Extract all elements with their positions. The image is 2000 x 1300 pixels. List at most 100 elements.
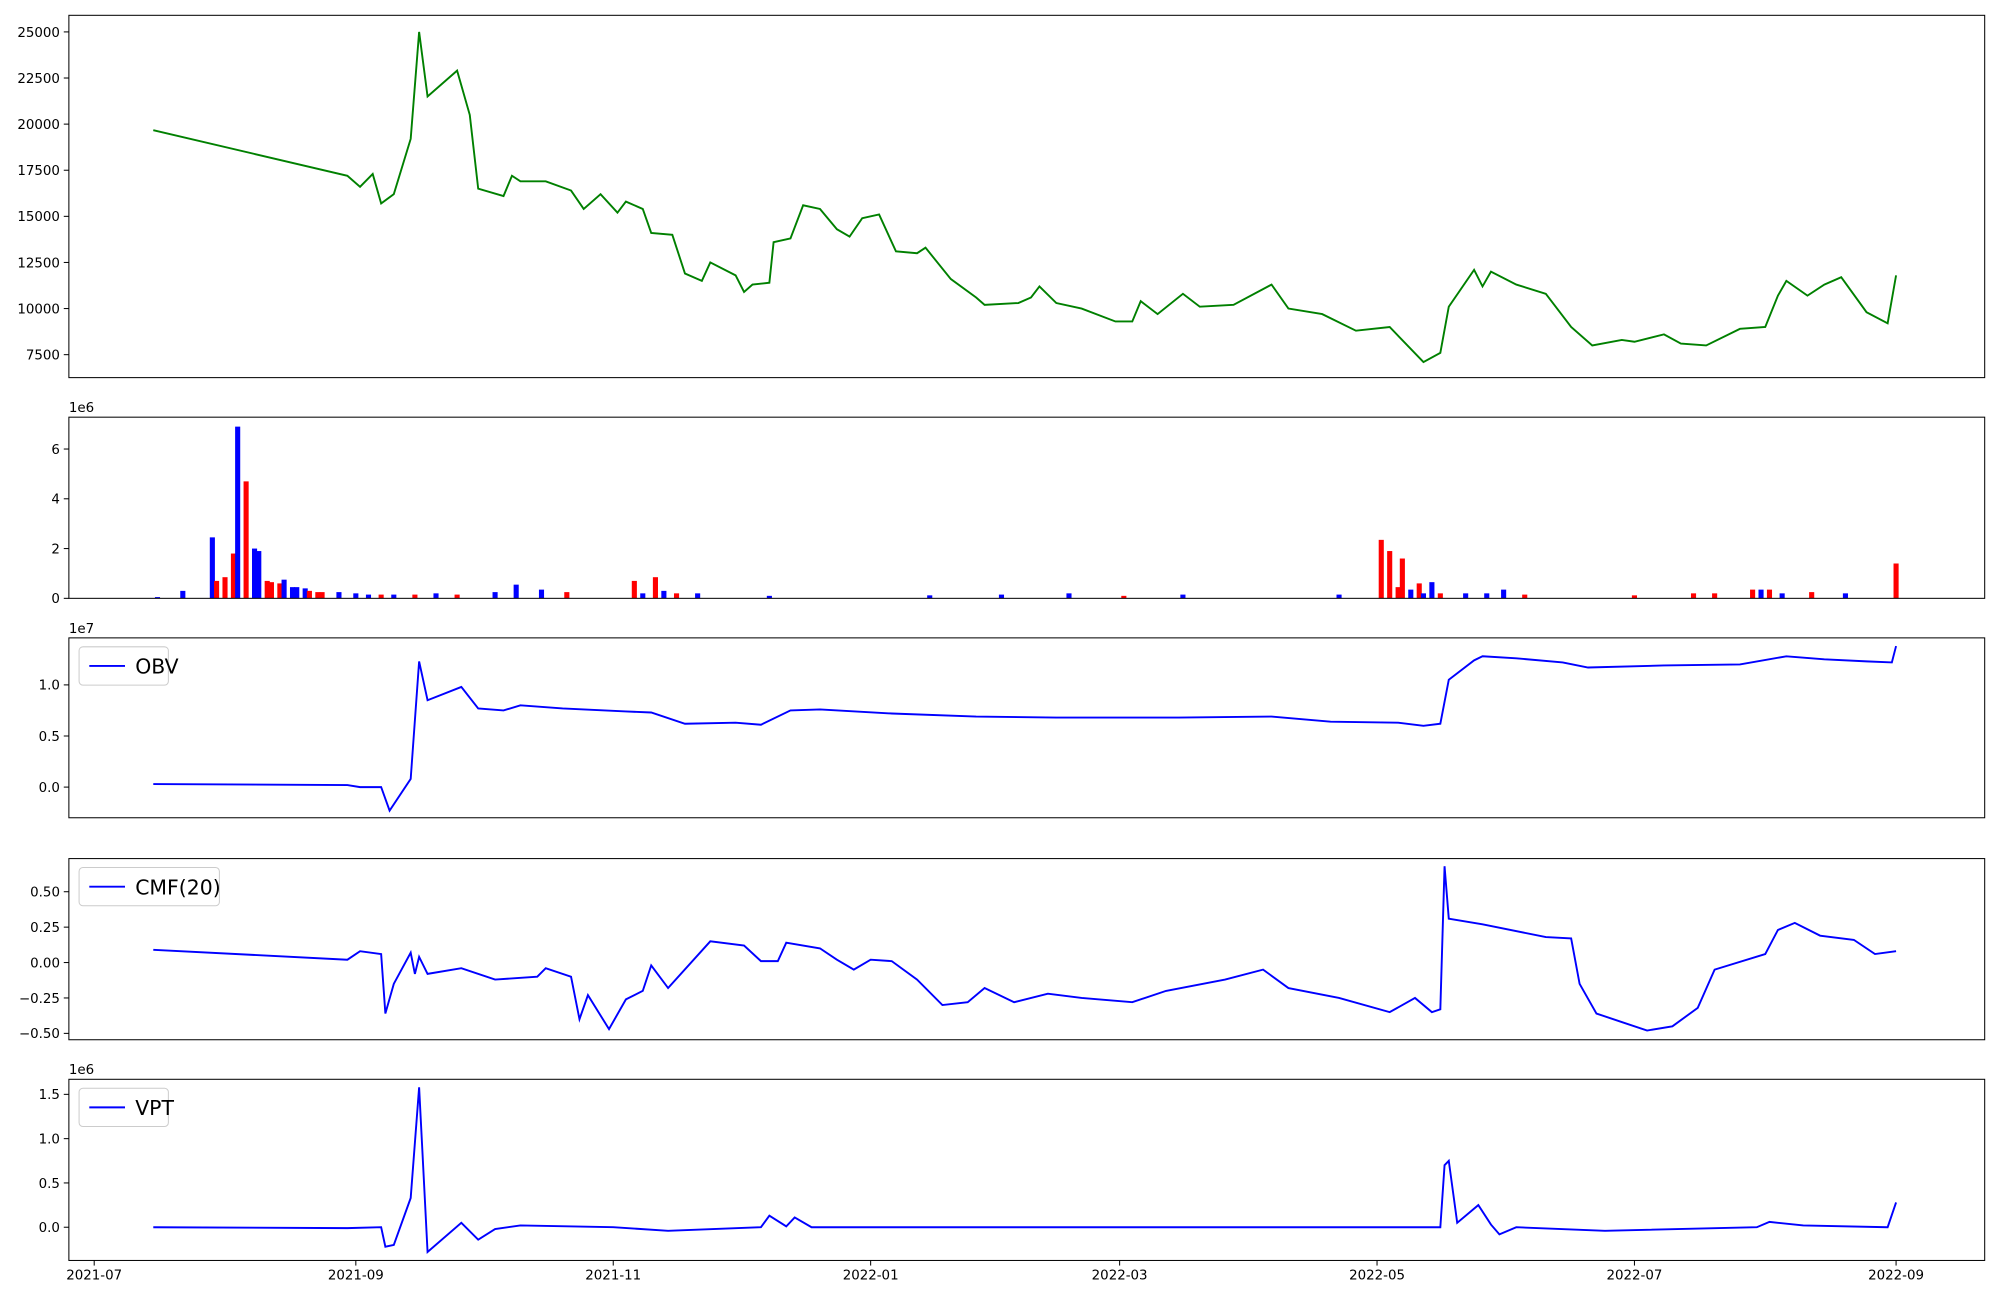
panel: 7500 10000 12500 15000 17500 20000 22500 25000 bbox=[17, 14, 1986, 379]
bar bbox=[230, 553, 237, 599]
y-tick-label: 0.00 bbox=[30, 956, 60, 971]
bar bbox=[1066, 593, 1072, 599]
bar bbox=[652, 577, 658, 599]
bar bbox=[264, 580, 270, 599]
bar bbox=[1399, 558, 1405, 599]
bar bbox=[998, 594, 1005, 599]
bar bbox=[673, 593, 680, 599]
bar bbox=[294, 587, 300, 599]
bar bbox=[1463, 593, 1469, 599]
x-tick-label: 2021-11 bbox=[585, 1269, 641, 1284]
bar bbox=[1501, 589, 1507, 599]
bar bbox=[235, 426, 241, 599]
panel: −0.50 −0.25 0.00 0.25 0.50 CMF(20) bbox=[19, 858, 1986, 1042]
plot-area bbox=[153, 866, 1897, 1032]
bar bbox=[302, 588, 308, 599]
bar bbox=[1893, 563, 1899, 599]
x-tick-label: 2022-03 bbox=[1092, 1269, 1148, 1284]
y-tick-label: 17500 bbox=[17, 164, 60, 179]
bar bbox=[1416, 583, 1422, 599]
bar bbox=[277, 583, 283, 599]
axis-offset: 1e6 bbox=[69, 1063, 94, 1078]
y-tick-label: 0.50 bbox=[30, 886, 60, 901]
y-tick-label: 0.5 bbox=[39, 1177, 60, 1192]
plot-area bbox=[154, 426, 1899, 599]
bar bbox=[222, 577, 228, 599]
y-tick-label: 1.5 bbox=[39, 1088, 60, 1103]
plot-area bbox=[153, 31, 1898, 364]
y-tick-label: 15000 bbox=[17, 210, 60, 225]
bar bbox=[1420, 593, 1427, 599]
x-tick-label: 2022-05 bbox=[1349, 1269, 1405, 1284]
line bbox=[153, 31, 1898, 364]
bar bbox=[365, 594, 372, 599]
line bbox=[153, 1087, 1897, 1255]
y-tick-label: 7500 bbox=[26, 349, 60, 364]
bar bbox=[412, 594, 418, 599]
y-tick-label: 4 bbox=[51, 493, 60, 508]
bar bbox=[1408, 589, 1414, 599]
bar bbox=[1809, 592, 1815, 599]
bar bbox=[353, 593, 359, 599]
bar bbox=[378, 594, 384, 599]
bar bbox=[391, 594, 397, 599]
bar bbox=[513, 584, 519, 599]
bar bbox=[1378, 539, 1384, 599]
bar bbox=[214, 580, 220, 599]
bar bbox=[209, 537, 215, 599]
y-tick-label: 0.5 bbox=[39, 730, 60, 745]
x-tick-label: 2022-01 bbox=[843, 1269, 899, 1284]
bar bbox=[766, 595, 772, 599]
bar bbox=[243, 481, 249, 599]
panel: 0.0 0.5 1.0 1e7 OBV bbox=[39, 622, 1986, 819]
y-tick-label: 2 bbox=[51, 542, 60, 557]
bar bbox=[695, 593, 701, 599]
bar bbox=[492, 592, 498, 599]
y-tick-label: 10000 bbox=[17, 302, 60, 317]
x-tick-label: 2022-07 bbox=[1607, 1269, 1663, 1284]
y-tick-label: 6 bbox=[51, 443, 60, 458]
y-tick-label: 0.25 bbox=[30, 921, 60, 936]
bar bbox=[538, 589, 545, 599]
panel: 0.0 0.5 1.0 1.5 1e6 VPT 2021-07 2021-09 2021-11 2… bbox=[39, 1063, 1986, 1284]
bar bbox=[154, 597, 161, 599]
y-tick-label: 0.0 bbox=[39, 1221, 60, 1236]
axis-offset: 1e7 bbox=[69, 622, 94, 637]
bar bbox=[1121, 595, 1127, 599]
x-tick-label: 2021-09 bbox=[328, 1269, 384, 1284]
bar bbox=[1437, 593, 1443, 599]
line bbox=[153, 645, 1897, 813]
axes-frame bbox=[68, 14, 1986, 379]
bar bbox=[1750, 589, 1756, 599]
y-tick-label: 1.0 bbox=[39, 679, 60, 694]
bar bbox=[1429, 582, 1435, 599]
axes-frame bbox=[68, 416, 1986, 599]
axis-offset: 1e6 bbox=[69, 401, 94, 416]
y-tick-label: 12500 bbox=[17, 256, 60, 271]
legend-box bbox=[78, 867, 220, 907]
y-tick-label: −0.25 bbox=[19, 992, 60, 1007]
axes-frame bbox=[68, 637, 1986, 819]
bar bbox=[252, 548, 258, 599]
legend-label: CMF(20) bbox=[135, 875, 220, 899]
bar bbox=[289, 587, 296, 599]
y-tick-label: 1.0 bbox=[39, 1132, 60, 1147]
bar bbox=[1336, 594, 1342, 599]
bar bbox=[1712, 593, 1718, 599]
bar bbox=[1690, 593, 1697, 599]
bar bbox=[315, 592, 321, 599]
bar bbox=[631, 580, 637, 599]
plot-area bbox=[153, 645, 1897, 813]
bar bbox=[1522, 594, 1528, 599]
bar bbox=[1631, 595, 1637, 599]
bar bbox=[927, 595, 933, 599]
y-tick-label: 25000 bbox=[17, 26, 60, 41]
y-tick-label: 20000 bbox=[17, 118, 60, 133]
axes-frame bbox=[68, 858, 1986, 1041]
bar bbox=[1387, 551, 1393, 599]
bar bbox=[1395, 587, 1401, 599]
x-tick-label: 2022-09 bbox=[1868, 1269, 1924, 1284]
bar bbox=[564, 592, 570, 599]
y-tick-label: −0.50 bbox=[19, 1027, 60, 1042]
